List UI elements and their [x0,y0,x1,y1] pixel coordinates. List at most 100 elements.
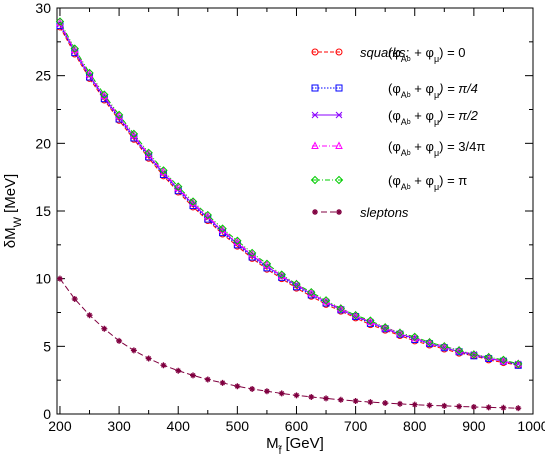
legend-label: (φAb + φμ) = π [388,173,467,192]
legend-marker [310,175,320,185]
legend-label: (φAb + φμ) = π/2 [388,108,479,127]
data-point [382,400,389,407]
legend-marker [311,84,319,92]
data-point [159,166,168,175]
x-tick-label: 600 [285,418,309,434]
data-point [426,402,433,409]
data-point [116,337,123,344]
data-point [469,350,479,359]
series-2 [56,20,522,368]
data-point [233,240,241,247]
data-point [70,44,79,53]
data-point [218,224,227,233]
data-point [470,352,478,360]
data-point [485,355,493,363]
legend-label: (φAb + φμ) = π/4 [388,81,478,100]
data-point [308,393,315,400]
data-point [233,236,242,245]
legend-marker [335,84,343,92]
legend: squarks:(φAb + φμ) = 0 (φAb + φμ) = π/4 (φ… [310,45,485,220]
legend-entry: (φAb + φμ) = π/2 [311,108,479,127]
data-point [456,403,463,410]
data-point [130,133,138,140]
legend-entry: (φAb + φμ) = π/4 [311,81,478,100]
data-point [321,296,331,305]
x-tick-label: 900 [462,418,486,434]
data-point [426,340,434,348]
data-point [336,304,346,313]
legend-marker [311,141,319,149]
data-point [71,295,78,302]
legend-label: (φAb + φμ) = 0 [388,45,466,64]
data-point [293,392,300,399]
series-5 [56,275,522,412]
legend-marker [312,209,318,215]
data-point [381,322,389,331]
legend-entry: squarks:(φAb + φμ) = 0 [311,45,466,64]
data-point [500,404,507,411]
data-point [100,93,108,101]
data-point [145,152,153,159]
x-tick-label: 1000 [517,418,545,434]
data-point [204,376,211,383]
data-point [175,367,182,374]
legend-marker [334,175,344,185]
legend-label: (φAb + φμ) = 3/4π [388,139,485,158]
legend-marker [336,209,342,215]
data-point [440,342,449,351]
data-point [86,312,93,319]
data-point [129,129,139,139]
data-point [410,332,419,342]
data-point [100,90,109,99]
series-line [59,25,519,366]
data-point [484,352,493,362]
data-point [56,275,63,282]
data-point [470,403,477,410]
data-point [174,185,182,193]
data-point [395,328,405,338]
x-tick-label: 700 [344,418,368,434]
data-point [323,395,330,402]
data-point [425,338,434,347]
data-point [249,385,256,392]
axis-ticks: 200 300 400 500 600 700 800 900 1000 0 5 10 15 20 25 30 [35,0,545,434]
x-tick-label: 500 [226,418,250,434]
data-point [278,390,285,397]
data-point [455,348,463,356]
series-line [59,21,519,365]
y-tick-label: 15 [35,203,51,219]
data-point [174,182,183,191]
data-point [145,355,152,362]
data-point [203,210,212,220]
data-point [247,248,257,258]
data-point [485,404,492,411]
legend-entry: (φAb + φμ) = π [310,173,467,192]
series-line [59,24,519,365]
data-point [55,17,65,26]
series-1 [56,22,522,369]
data-point [262,259,272,268]
data-point [292,279,301,289]
data-point [515,405,522,412]
series-line [59,278,519,409]
data-point [337,396,344,403]
data-point [440,341,449,350]
data-point [263,263,271,270]
legend-marker [311,48,319,56]
data-point [514,361,522,369]
legend-entry: (φAb + φμ) = 3/4π [311,139,485,158]
legend-marker [311,111,319,119]
data-point [101,325,108,332]
data-point [351,310,360,319]
data-point [85,68,94,78]
data-point [411,401,418,408]
data-point [440,344,448,352]
legend-marker [335,48,343,56]
data-point [188,197,198,206]
data-point [455,345,463,354]
data-point [277,270,286,279]
y-tick-label: 5 [43,338,51,354]
series-layer [55,17,523,412]
data-point [454,346,464,355]
